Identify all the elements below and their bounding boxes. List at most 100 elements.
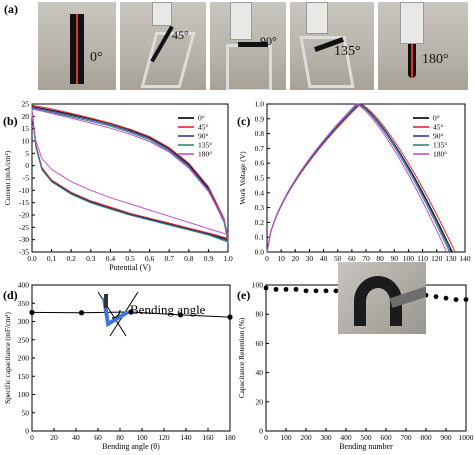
cv-y-tick-label: 25: [22, 100, 30, 109]
panel-label-e: (e): [237, 288, 251, 302]
gcd-series-4: [266, 103, 448, 253]
cv-y-tick-label: -35: [19, 248, 29, 257]
retention-point: [263, 285, 269, 291]
cap-angle-y-tick-label: 0: [25, 427, 29, 436]
retention-point: [313, 288, 319, 294]
gcd-y-tick-label: 0.3: [255, 203, 265, 212]
retention-x-tick-label: 200: [300, 433, 312, 442]
cap-angle-x-tick-label: 160: [202, 433, 214, 442]
retention-point: [453, 297, 459, 302]
cap-angle-x-tick-label: 20: [50, 433, 58, 442]
gcd-y-axis-label: Work Voltage (V): [238, 151, 247, 205]
cv-x-tick-label: 0.2: [67, 254, 77, 263]
gcd-y-tick-label: 0.8: [255, 129, 265, 138]
cv-series-4: [31, 108, 229, 236]
gcd-x-tick-label: 0: [265, 254, 269, 263]
retention-x-tick-label: 1000: [459, 433, 474, 442]
electrode-wire: [411, 44, 413, 78]
gcd-legend-label: 0°: [433, 114, 440, 123]
cap-angle-y-tick-label: 150: [18, 372, 30, 381]
gcd-x-tick-label: 20: [292, 254, 300, 263]
cv-x-tick-label: 0.9: [204, 254, 214, 263]
gcd-legend-label: 45°: [433, 123, 444, 132]
gcd-x-tick-label: 70: [362, 254, 370, 263]
angle-label-0: 0°: [90, 50, 103, 65]
retention-y-tick-label: 20: [256, 397, 264, 406]
bending-angle-icon: [97, 291, 139, 337]
retention-x-tick-label: 700: [400, 433, 412, 442]
gcd-legend-label: 90°: [433, 132, 444, 141]
cap-angle-point: [128, 309, 134, 315]
cv-y-tick-label: 5: [25, 149, 29, 158]
bending-angle-label: Bending angle: [130, 302, 206, 317]
gcd-x-tick-label: 140: [459, 254, 471, 263]
panel-label-b: (b): [3, 114, 18, 128]
gcd-y-tick-label: 0.9: [255, 114, 265, 123]
angle-label-135: 135°: [334, 44, 361, 59]
gcd-y-tick-label: 0.1: [255, 233, 265, 242]
cap-angle-point: [78, 310, 85, 316]
cap-angle-x-tick-label: 180: [224, 433, 236, 442]
cv-legend-label: 90°: [198, 132, 209, 141]
cv-y-tick-label: 0: [25, 161, 29, 170]
retention-x-tick-label: 800: [420, 433, 432, 442]
cap-angle-y-tick-label: 250: [18, 335, 30, 344]
gcd-y-tick-label: 0.4: [255, 188, 265, 197]
gcd-x-tick-label: 120: [431, 254, 443, 263]
retention-x-tick-label: 900: [440, 433, 452, 442]
cv-y-tick-label: 20: [22, 112, 30, 121]
cv-y-tick-label: -10: [19, 186, 29, 195]
panel-label-d: (d): [3, 288, 18, 302]
gcd-x-tick-label: 130: [445, 254, 457, 263]
cap-angle-x-axis-label: Bending angle (θ): [102, 442, 160, 451]
gcd-x-tick-label: 80: [376, 254, 384, 263]
retention-point: [303, 288, 309, 294]
retention-x-tick-label: 300: [320, 433, 332, 442]
gcd-y-tick-label: 0.0: [255, 248, 265, 257]
cap-angle-y-tick-label: 200: [18, 354, 30, 363]
retention-y-tick-label: 100: [252, 281, 264, 290]
cap-angle-x-tick-label: 60: [94, 433, 102, 442]
retention-x-tick-label: 0: [264, 433, 268, 442]
cv-x-tick-label: 0.8: [184, 254, 194, 263]
panel-label-c: (c): [237, 114, 251, 128]
cv-x-tick-label: 0.7: [165, 254, 175, 263]
gcd-x-tick-label: 50: [334, 254, 342, 263]
cap-angle-x-tick-label: 80: [116, 433, 124, 442]
cv-x-tick-label: 0.0: [27, 254, 37, 263]
cv-y-tick-label: -20: [19, 211, 29, 220]
gcd-y-tick-label: 0.5: [255, 174, 265, 183]
retention-point: [433, 294, 439, 300]
retention-y-axis-label: Capacitance Retention (%): [237, 317, 246, 398]
cap-angle-y-tick-label: 300: [18, 317, 30, 326]
cv-legend-label: 135°: [198, 141, 212, 150]
retention-y-tick-label: 0: [259, 427, 263, 436]
cv-series-3: [31, 108, 229, 243]
cap-angle-x-tick-label: 100: [136, 433, 148, 442]
gcd-x-tick-label: 40: [320, 254, 328, 263]
gcd-y-tick-label: 0.6: [255, 159, 265, 168]
cv-y-tick-label: -30: [19, 235, 29, 244]
gcd-x-tick-label: 60: [348, 254, 356, 263]
gcd-x-tick-label: 110: [417, 254, 428, 263]
clamp: [230, 2, 252, 40]
cv-legend-label: 0°: [198, 114, 205, 123]
gcd-x-tick-label: 10: [277, 254, 285, 263]
cv-y-tick-label: 15: [22, 124, 30, 133]
retention-y-tick-label: 40: [256, 368, 264, 377]
cap-angle-point: [227, 314, 233, 320]
retention-y-tick-label: 80: [256, 310, 264, 319]
photo-bend-0: 0°: [38, 2, 116, 90]
inset-bending-diagram: Bending angle: [97, 291, 238, 338]
clamp: [306, 2, 328, 34]
clamp: [400, 2, 424, 44]
gcd-legend-label: 135°: [433, 141, 447, 150]
clamp: [152, 2, 172, 26]
cv-x-axis-label: Potential (V): [109, 263, 151, 272]
cv-y-axis-label: Current (mA/cm²): [3, 150, 12, 205]
retention-x-tick-label: 600: [380, 433, 392, 442]
cap-angle-y-tick-label: 100: [18, 390, 30, 399]
cv-y-tick-label: -25: [19, 223, 29, 232]
inset-photo-e: [338, 262, 426, 334]
